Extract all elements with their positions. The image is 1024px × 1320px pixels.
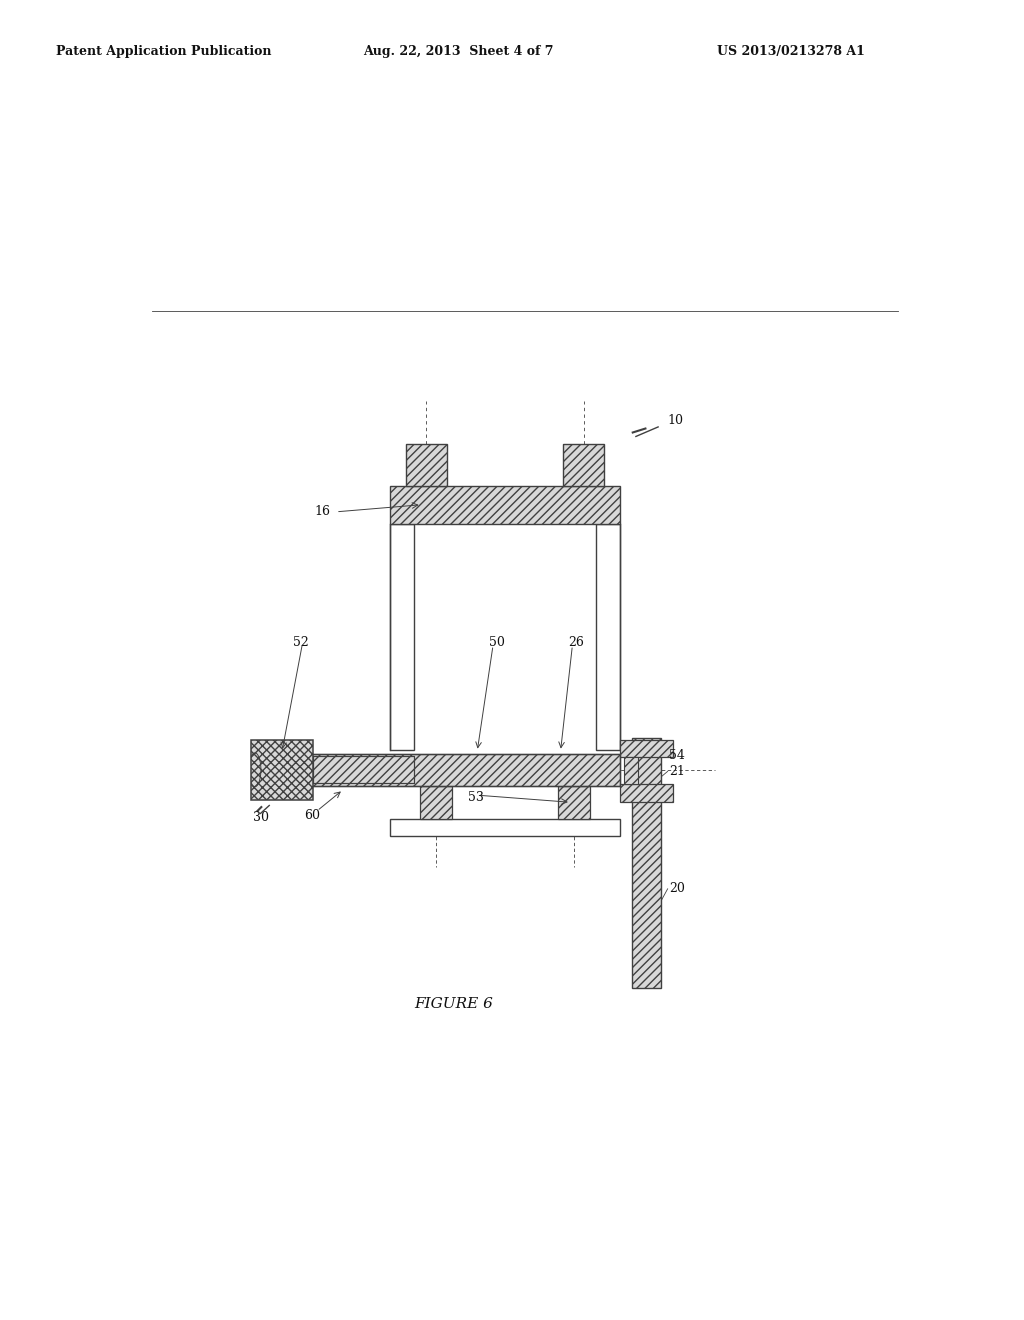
Bar — [406, 445, 447, 486]
Text: 21: 21 — [670, 764, 685, 777]
Bar — [620, 784, 673, 801]
Text: 53: 53 — [468, 791, 483, 804]
Bar — [313, 756, 414, 783]
Text: 50: 50 — [489, 636, 505, 649]
Bar — [632, 738, 662, 987]
Bar — [406, 445, 447, 486]
Bar — [558, 785, 590, 818]
Text: US 2013/0213278 A1: US 2013/0213278 A1 — [717, 45, 864, 58]
Bar — [632, 738, 662, 987]
Text: 52: 52 — [293, 636, 309, 649]
Bar — [624, 758, 638, 784]
Bar — [563, 445, 604, 486]
Bar — [596, 524, 620, 750]
Bar — [558, 785, 590, 818]
Text: 54: 54 — [670, 748, 685, 762]
Text: 16: 16 — [314, 506, 331, 519]
Text: Patent Application Publication: Patent Application Publication — [56, 45, 271, 58]
Bar — [620, 739, 673, 758]
Text: 30: 30 — [253, 810, 269, 824]
Bar — [267, 754, 621, 785]
Bar — [313, 756, 414, 783]
Bar — [390, 486, 621, 524]
Text: Aug. 22, 2013  Sheet 4 of 7: Aug. 22, 2013 Sheet 4 of 7 — [364, 45, 554, 58]
Bar — [563, 445, 604, 486]
Text: 26: 26 — [568, 636, 585, 649]
Bar — [267, 754, 621, 785]
Bar — [390, 524, 414, 750]
Bar — [267, 754, 621, 785]
Bar — [420, 785, 452, 818]
Bar — [620, 784, 673, 801]
Bar — [420, 785, 452, 818]
Bar — [251, 739, 313, 800]
Bar — [313, 756, 414, 783]
Bar — [390, 486, 621, 524]
Bar — [624, 758, 638, 784]
Text: FIGURE 6: FIGURE 6 — [414, 997, 493, 1011]
Text: 20: 20 — [670, 882, 685, 895]
Text: 10: 10 — [668, 414, 684, 428]
Bar — [620, 739, 673, 758]
Bar — [390, 818, 621, 837]
Text: 60: 60 — [304, 809, 321, 822]
